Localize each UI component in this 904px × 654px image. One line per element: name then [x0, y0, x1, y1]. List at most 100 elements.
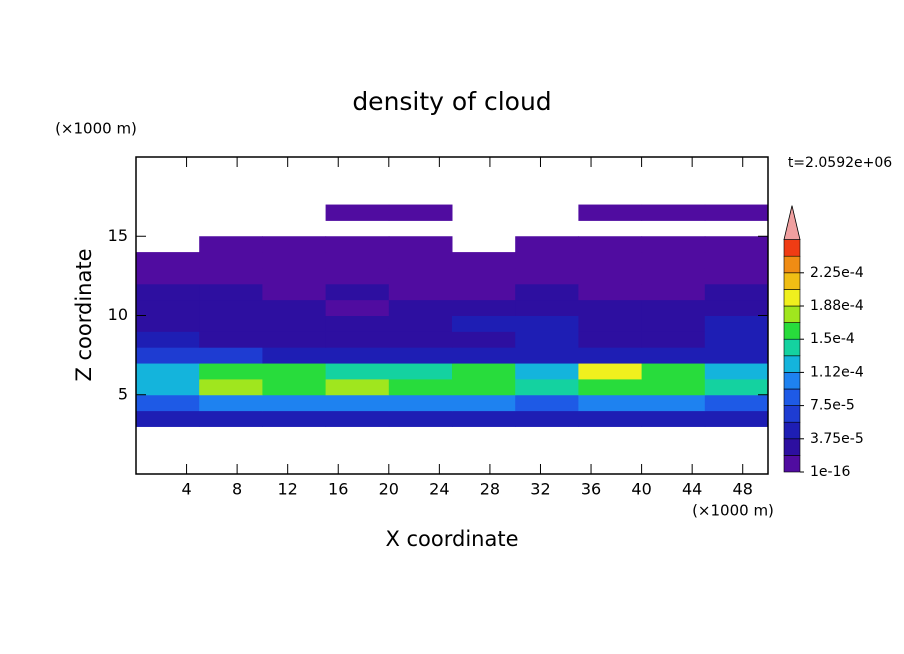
contour-cell: [704, 299, 769, 316]
contour-cell: [388, 283, 453, 301]
contour-cell: [388, 252, 453, 269]
contour-cell: [388, 378, 453, 396]
x-unit-label: (×1000 m): [692, 502, 774, 520]
contour-cell: [704, 331, 769, 348]
contour-cell: [262, 394, 327, 412]
contour-cell: [578, 347, 643, 364]
contour-cell: [388, 347, 453, 364]
contour-cell: [641, 394, 706, 412]
contour-cell: [515, 331, 579, 348]
contour-cell: [704, 267, 769, 285]
colorbar-band: [783, 355, 801, 373]
contour-cell: [704, 236, 769, 253]
contour-cell: [641, 347, 706, 364]
contour-cell: [641, 267, 706, 285]
contour-cell: [136, 299, 200, 316]
contour-cell: [388, 299, 453, 316]
contour-cell: [325, 347, 390, 364]
contour-cell: [515, 315, 579, 332]
contour-cell: [388, 204, 453, 221]
colorbar-label: 3.75e-5: [810, 431, 864, 447]
contour-cell: [578, 204, 643, 221]
colorbar-label: 1e-16: [810, 464, 850, 480]
contour-cell: [136, 394, 200, 412]
contour-cell: [452, 363, 516, 380]
contour-cell: [641, 315, 706, 332]
contour-cell: [325, 315, 390, 332]
contour-cell: [452, 252, 516, 269]
x-tick-label: 4: [181, 480, 191, 499]
contour-cell: [136, 363, 200, 380]
colorbar-label: 1.88e-4: [810, 298, 864, 314]
contour-cell: [262, 299, 327, 316]
contour-cell: [452, 394, 516, 412]
contour-cell: [515, 236, 579, 253]
colorbar-label: 7.5e-5: [810, 398, 855, 414]
contour-cell: [199, 315, 263, 332]
contour-cell: [641, 331, 706, 348]
contour-cell: [388, 236, 453, 253]
contour-cell: [136, 331, 200, 348]
contour-cell: [262, 283, 327, 301]
colorbar-band: [783, 338, 801, 357]
x-axis-title: X coordinate: [385, 527, 518, 551]
contour-cell: [578, 315, 643, 332]
colorbar-label: 1.12e-4: [810, 364, 864, 380]
contour-cell: [388, 410, 453, 427]
contour-cell: [452, 347, 516, 364]
contour-cell: [325, 252, 390, 269]
colorbar-band: [783, 322, 801, 340]
contour-cell: [452, 267, 516, 285]
x-tick-label: 48: [733, 480, 753, 499]
colorbar-band: [783, 405, 801, 423]
contour-cell: [704, 283, 769, 301]
y-unit-label: (×1000 m): [55, 120, 137, 138]
contour-cell: [262, 378, 327, 396]
contour-cell: [578, 331, 643, 348]
contour-cell: [325, 410, 390, 427]
x-tick-label: 36: [581, 480, 601, 499]
contour-cell: [199, 252, 263, 269]
contour-cell: [641, 363, 706, 380]
colorbar-band: [783, 305, 801, 323]
colorbar-band: [783, 372, 801, 390]
contour-cell: [325, 378, 390, 396]
contour-cell: [136, 267, 200, 285]
contour-cell: [199, 267, 263, 285]
contour-cell: [641, 283, 706, 301]
contour-cell: [578, 267, 643, 285]
colorbar-extend: [783, 205, 801, 240]
contour-cell: [136, 283, 200, 301]
contour-cell: [452, 410, 516, 427]
contour-cell: [578, 236, 643, 253]
y-tick-label: 5: [118, 384, 128, 403]
x-tick-label: 28: [480, 480, 500, 499]
contour-cell: [325, 283, 390, 301]
contour-cell: [452, 315, 516, 332]
contour-cell: [641, 299, 706, 316]
y-tick-label: 15: [108, 226, 128, 245]
contour-cell: [704, 204, 769, 221]
contour-cell: [325, 331, 390, 348]
contour-cell: [325, 236, 390, 253]
contour-cell: [262, 315, 327, 332]
contour-cell: [199, 363, 263, 380]
contour-cell: [515, 299, 579, 316]
contour-cell: [515, 267, 579, 285]
contour-cell: [136, 252, 200, 269]
colorbar-band: [783, 272, 801, 290]
contour-cell: [704, 410, 769, 427]
contour-cell: [515, 363, 579, 380]
contour-cell: [262, 363, 327, 380]
contour-cell: [199, 283, 263, 301]
contour-cell: [325, 299, 390, 316]
contour-cell: [199, 299, 263, 316]
contour-cell: [641, 204, 706, 221]
colorbar-band: [783, 388, 801, 406]
time-label: t=2.0592e+06: [788, 155, 892, 171]
contour-cell: [388, 363, 453, 380]
contour-cell: [199, 331, 263, 348]
contour-cell: [388, 267, 453, 285]
contour-cell: [136, 347, 200, 364]
contour-cell: [578, 299, 643, 316]
